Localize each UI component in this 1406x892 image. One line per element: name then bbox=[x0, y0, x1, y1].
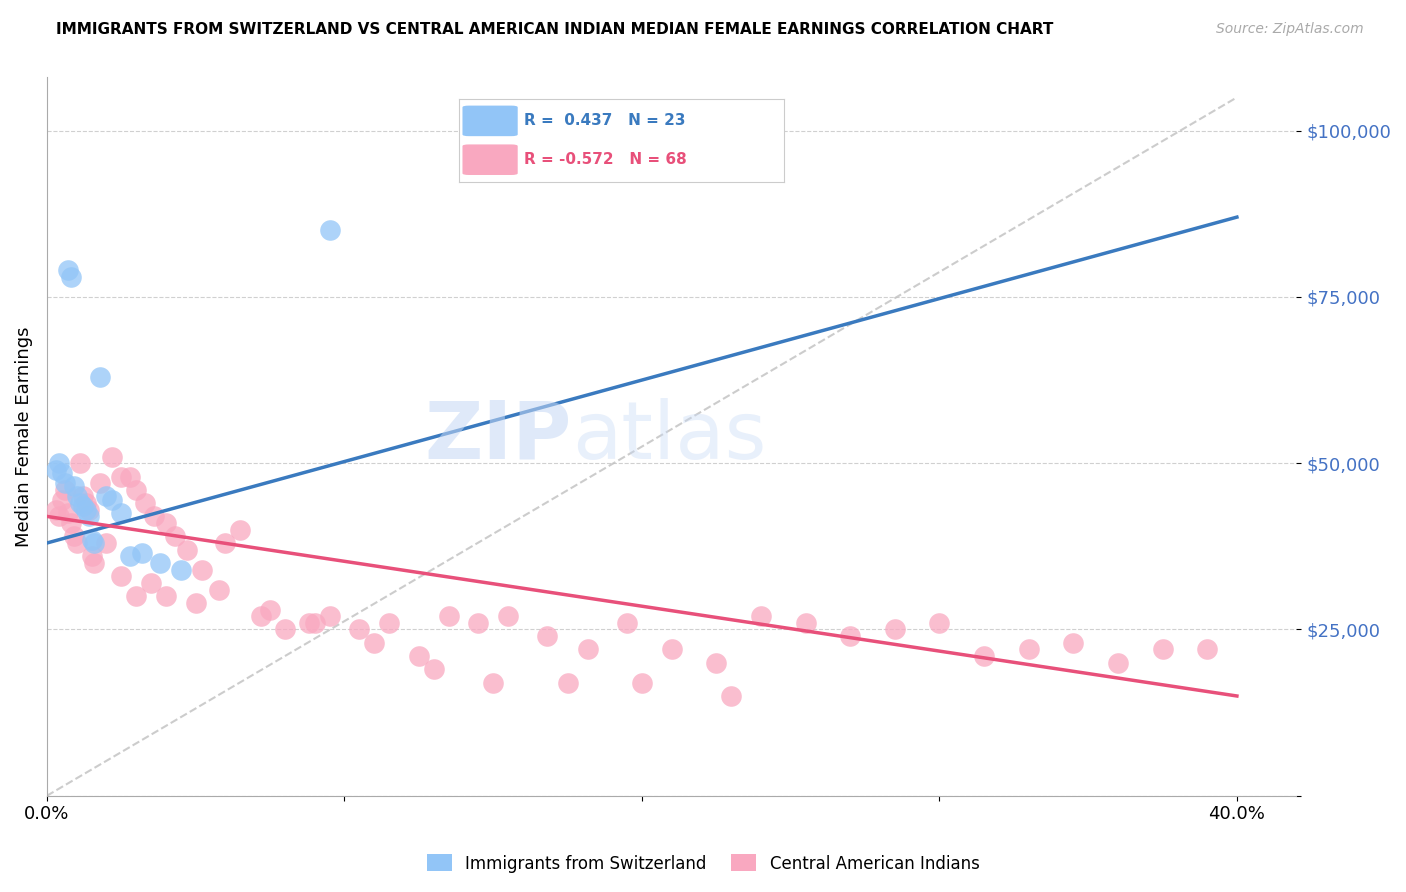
Point bbox=[69, 496, 91, 510]
Point bbox=[143, 509, 166, 524]
Point bbox=[631, 675, 654, 690]
Point bbox=[45, 502, 67, 516]
Point bbox=[163, 529, 186, 543]
Point bbox=[1018, 642, 1040, 657]
Point bbox=[363, 636, 385, 650]
Point bbox=[75, 496, 97, 510]
Point bbox=[259, 602, 281, 616]
Point bbox=[208, 582, 231, 597]
Point bbox=[155, 589, 177, 603]
Point bbox=[110, 469, 132, 483]
Point bbox=[80, 533, 103, 547]
Point bbox=[125, 483, 148, 497]
Point bbox=[318, 223, 340, 237]
Point bbox=[408, 649, 430, 664]
Point bbox=[190, 563, 212, 577]
Point bbox=[229, 523, 252, 537]
Point bbox=[616, 615, 638, 630]
Point bbox=[89, 476, 111, 491]
Point bbox=[1107, 656, 1129, 670]
Point bbox=[83, 536, 105, 550]
Text: atlas: atlas bbox=[572, 398, 766, 475]
Point bbox=[422, 662, 444, 676]
Point bbox=[298, 615, 321, 630]
Point bbox=[661, 642, 683, 657]
Point bbox=[536, 629, 558, 643]
Point bbox=[125, 589, 148, 603]
Point bbox=[704, 656, 727, 670]
Point bbox=[134, 496, 156, 510]
Point bbox=[59, 516, 82, 530]
Point bbox=[170, 563, 193, 577]
Point bbox=[378, 615, 401, 630]
Point bbox=[496, 609, 519, 624]
Point bbox=[69, 456, 91, 470]
Point bbox=[274, 623, 297, 637]
Point bbox=[184, 596, 207, 610]
Point bbox=[214, 536, 236, 550]
Point bbox=[149, 556, 172, 570]
Point bbox=[120, 549, 142, 564]
Point bbox=[66, 490, 89, 504]
Point bbox=[576, 642, 599, 657]
Point bbox=[883, 623, 905, 637]
Point bbox=[720, 689, 742, 703]
Point bbox=[482, 675, 505, 690]
Point bbox=[101, 450, 124, 464]
Point bbox=[48, 509, 70, 524]
Point bbox=[83, 556, 105, 570]
Point bbox=[110, 506, 132, 520]
Point bbox=[1062, 636, 1084, 650]
Point bbox=[56, 263, 79, 277]
Point bbox=[1152, 642, 1174, 657]
Point bbox=[557, 675, 579, 690]
Point bbox=[304, 615, 326, 630]
Point bbox=[155, 516, 177, 530]
Point bbox=[349, 623, 371, 637]
Legend: Immigrants from Switzerland, Central American Indians: Immigrants from Switzerland, Central Ame… bbox=[420, 847, 986, 880]
Point bbox=[56, 506, 79, 520]
Point bbox=[110, 569, 132, 583]
Point bbox=[839, 629, 862, 643]
Point bbox=[794, 615, 817, 630]
Point bbox=[62, 529, 84, 543]
Point bbox=[973, 649, 995, 664]
Point bbox=[80, 549, 103, 564]
Point bbox=[131, 546, 153, 560]
Point bbox=[66, 536, 89, 550]
Point bbox=[749, 609, 772, 624]
Point bbox=[53, 476, 76, 491]
Point bbox=[250, 609, 273, 624]
Point bbox=[77, 502, 100, 516]
Point bbox=[318, 609, 340, 624]
Y-axis label: Median Female Earnings: Median Female Earnings bbox=[15, 326, 32, 547]
Point bbox=[437, 609, 460, 624]
Point bbox=[53, 483, 76, 497]
Text: IMMIGRANTS FROM SWITZERLAND VS CENTRAL AMERICAN INDIAN MEDIAN FEMALE EARNINGS CO: IMMIGRANTS FROM SWITZERLAND VS CENTRAL A… bbox=[56, 22, 1053, 37]
Point bbox=[72, 500, 94, 514]
Text: Source: ZipAtlas.com: Source: ZipAtlas.com bbox=[1216, 22, 1364, 37]
Point bbox=[45, 463, 67, 477]
Point bbox=[139, 576, 162, 591]
Point bbox=[176, 542, 198, 557]
Point bbox=[89, 369, 111, 384]
Point bbox=[75, 502, 97, 516]
Point bbox=[120, 469, 142, 483]
Point bbox=[48, 456, 70, 470]
Point bbox=[1197, 642, 1219, 657]
Point bbox=[928, 615, 950, 630]
Point bbox=[62, 479, 84, 493]
Point bbox=[77, 509, 100, 524]
Point bbox=[51, 492, 73, 507]
Point bbox=[51, 466, 73, 480]
Point bbox=[59, 270, 82, 285]
Point bbox=[96, 490, 118, 504]
Point bbox=[72, 490, 94, 504]
Point bbox=[467, 615, 489, 630]
Point bbox=[101, 492, 124, 507]
Point bbox=[96, 536, 118, 550]
Text: ZIP: ZIP bbox=[425, 398, 572, 475]
